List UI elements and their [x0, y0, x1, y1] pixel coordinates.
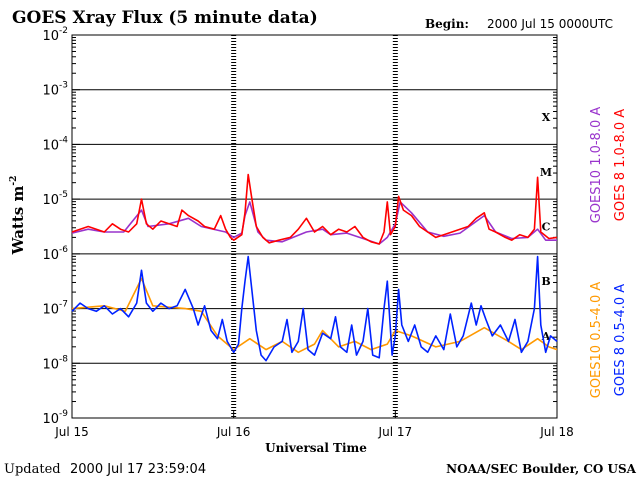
x-tick-label: Jul 15 [54, 425, 89, 439]
legend-entry: GOES 8 0.5-4.0 A [613, 284, 628, 396]
plot-frame [71, 34, 558, 419]
y-tick-label: 10-5 [42, 190, 68, 208]
flare-class-label: B [541, 275, 550, 288]
y-tick-label: 10-9 [42, 409, 68, 427]
y-tick-base: 10 [42, 412, 59, 427]
begin-value: 2000 Jul 15 0000UTC [487, 17, 613, 31]
y-tick-exponent: -8 [59, 354, 68, 364]
y-tick-exponent: -3 [59, 81, 68, 91]
y-tick-exponent: -4 [59, 135, 68, 145]
updated-label: Updated [4, 462, 61, 477]
legend-label: GOES 8 1.0-8.0 A [613, 109, 628, 221]
legend-entry: GOES10 0.5-4.0 A [589, 282, 604, 399]
legend-label: GOES10 1.0-8.0 A [589, 107, 604, 224]
y-tick-base: 10 [42, 193, 59, 208]
y-axis-title-base: Watts m [9, 186, 27, 256]
y-tick-base: 10 [42, 248, 59, 263]
y-tick-exponent: -2 [59, 26, 68, 36]
plot-border [71, 34, 558, 419]
y-tick-exponent: -6 [59, 245, 68, 255]
y-tick-label: 10-8 [42, 354, 68, 372]
series-line [71, 255, 558, 362]
legend: GOES10 1.0-8.0 A GOES 8 1.0-8.0 A GOES10 0… [589, 107, 628, 399]
legend-label: GOES 8 0.5-4.0 A [613, 284, 628, 396]
x-tick-label: Jul 17 [378, 425, 413, 439]
series-line [71, 173, 558, 245]
flare-class-label: M [540, 166, 552, 179]
y-tick-base: 10 [42, 29, 59, 44]
updated-value: 2000 Jul 17 23:59:04 [70, 462, 206, 477]
x-tick-label: Jul 18 [539, 425, 574, 439]
svg-text:Watts m-2: Watts m-2 [9, 176, 27, 256]
y-axis-title-exp: -2 [9, 176, 19, 186]
y-axis-title: Watts m-2 [9, 176, 27, 256]
y-tick-exponent: -7 [59, 300, 68, 310]
flare-class-label: X [542, 111, 551, 124]
x-axis-ticks: Jul 15 Jul 16 Jul 17 Jul 18 [54, 410, 574, 439]
y-axis-ticks: 10-910-810-710-610-510-410-310-2 [42, 26, 80, 427]
x-tick-label: Jul 16 [216, 425, 251, 439]
y-tick-label: 10-3 [42, 81, 68, 99]
series-line [71, 201, 557, 245]
y-tick-exponent: -9 [59, 409, 68, 419]
series-lines [71, 173, 558, 362]
flare-class-label: C [542, 221, 551, 234]
flare-class-labels: A B C M X [540, 111, 552, 343]
y-tick-label: 10-4 [42, 135, 68, 153]
y-tick-label: 10-7 [42, 300, 68, 318]
chart-title: GOES Xray Flux (5 minute data) [12, 8, 318, 28]
y-tick-exponent: -5 [59, 190, 68, 200]
y-tick-base: 10 [42, 357, 59, 372]
legend-entry: GOES10 1.0-8.0 A [589, 107, 604, 224]
legend-entry: GOES 8 1.0-8.0 A [613, 109, 628, 221]
y-tick-base: 10 [42, 84, 59, 99]
legend-label: GOES10 0.5-4.0 A [589, 282, 604, 399]
flare-class-label: A [541, 330, 551, 343]
source-credit: NOAA/SEC Boulder, CO USA [446, 462, 637, 476]
begin-label: Begin: [425, 17, 469, 31]
y-tick-base: 10 [42, 138, 59, 153]
x-axis-title: Universal Time [265, 441, 367, 455]
y-tick-base: 10 [42, 303, 59, 318]
y-tick-label: 10-6 [42, 245, 68, 263]
y-tick-label: 10-2 [42, 26, 68, 44]
series-line [71, 277, 558, 354]
